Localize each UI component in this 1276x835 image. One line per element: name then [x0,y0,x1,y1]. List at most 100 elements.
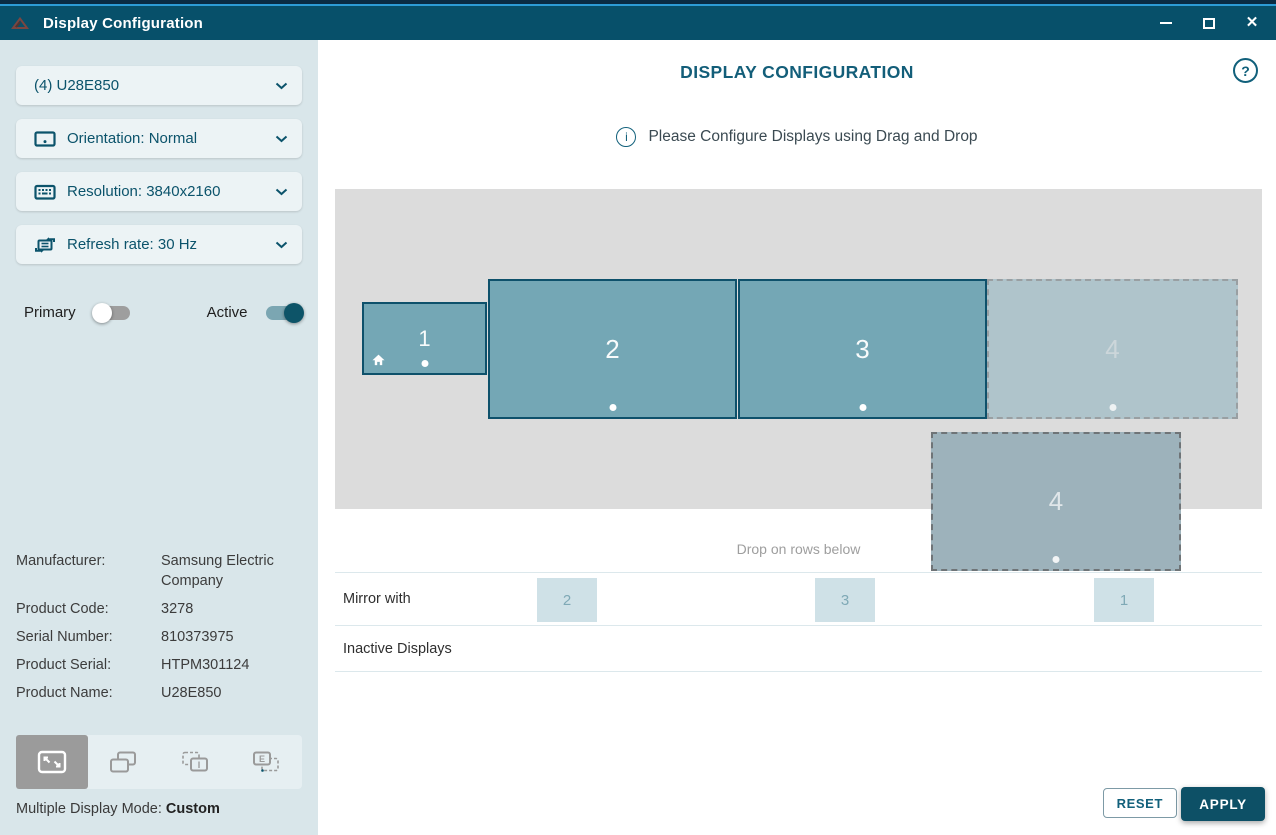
toggles-row: Primary Active [24,302,318,323]
info-label: Serial Number: [16,629,113,645]
app-logo-icon [10,15,30,31]
maximize-button[interactable] [1201,15,1217,31]
chevron-down-icon [275,188,288,196]
close-button[interactable]: ✕ [1244,15,1260,31]
extend-i-mode-button[interactable]: I [159,735,231,789]
refresh-rate-icon [34,235,56,254]
mirror-slot-2[interactable]: 2 [537,578,597,622]
mode-label: Multiple Display Mode: [16,801,166,817]
main-content: DISPLAY CONFIGURATION ? i Please Configu… [318,40,1276,835]
extend-i-mode-icon: I [180,750,210,774]
mirror-slot-3[interactable]: 3 [815,578,875,622]
info-value: 3278 [161,601,194,617]
monitor-select-dropdown[interactable]: (4) U28E850 [16,66,302,105]
titlebar-top-strip [0,0,1276,4]
sidebar: (4) U28E850 Orientation: Normal [0,40,318,835]
mirror-slot-number: 2 [562,591,572,609]
info-value: HTPM301124 [161,657,250,673]
display-anchor-dot [859,404,866,411]
display-3-number: 3 [855,333,870,364]
display-3[interactable]: 3 [738,279,987,419]
info-value: 810373975 [161,629,234,645]
monitor-select-label: (4) U28E850 [34,77,120,94]
titlebar-accent-line [0,4,1276,6]
mirror-slot-number: 1 [1119,591,1129,609]
info-label: Product Serial: [16,657,112,673]
selector-group: (4) U28E850 Orientation: Normal [0,40,318,278]
help-button[interactable]: ? [1233,58,1258,83]
refresh-rate-dropdown[interactable]: Refresh rate: 30 Hz [16,225,302,264]
sidebar-spacer [0,321,318,551]
chevron-down-icon [275,82,288,90]
instruction-row: i Please Configure Displays using Drag a… [318,127,1276,147]
clone-mode-icon [108,750,138,774]
orientation-dropdown[interactable]: Orientation: Normal [16,119,302,158]
mode-value: Custom [165,801,220,817]
maximize-icon [1203,17,1215,29]
info-value: Samsung Electric Company [161,553,274,589]
active-toggle-knob [283,302,304,323]
display-arrangement-canvas[interactable]: 1 2 3 4 4 [335,189,1262,571]
chevron-down-icon [275,241,288,249]
info-row-product-name: Product Name: U28E850 [16,683,302,703]
custom-mode-icon [37,750,67,774]
svg-text:E: E [259,754,265,764]
info-label: Product Code: [16,601,109,617]
display-2-number: 2 [605,333,620,364]
minimize-icon [1160,22,1172,24]
multiple-display-mode-line: Multiple Display Mode: Custom [16,801,302,817]
resolution-icon [34,182,56,201]
info-value: U28E850 [161,685,222,701]
mirror-slot-number: 3 [840,591,850,609]
minimize-button[interactable] [1158,15,1174,31]
info-label: Product Name: [16,685,113,701]
display-4-placeholder[interactable]: 4 [987,279,1238,419]
home-icon [371,353,386,366]
display-anchor-dot [609,404,616,411]
display-anchor-dot [1109,404,1116,411]
display-anchor-dot [421,360,428,367]
display-mode-button-group: I E [16,735,302,789]
display-4-number: 4 [1048,486,1064,516]
instruction-text: Please Configure Displays using Drag and… [648,128,978,145]
active-toggle-label: Active [206,304,248,321]
info-label: Manufacturer: [16,553,106,569]
info-row-manufacturer: Manufacturer: Samsung Electric Company [16,551,302,591]
device-info-panel: Manufacturer: Samsung Electric Company P… [0,551,318,711]
mirror-with-row[interactable]: Mirror with 2 3 1 [335,572,1262,625]
custom-mode-button[interactable] [16,735,88,789]
mirror-with-label: Mirror with [343,591,411,607]
active-toggle[interactable] [265,302,304,323]
primary-toggle-label: Primary [24,304,76,321]
display-4-dragging[interactable]: 4 [931,432,1181,571]
primary-toggle-knob [91,302,112,323]
clone-mode-button[interactable] [88,735,160,789]
help-icon: ? [1241,62,1250,79]
drop-hint-text: Drop on rows below [736,541,861,557]
reset-button[interactable]: RESET [1102,788,1177,818]
display-1[interactable]: 1 [362,302,487,375]
inactive-displays-label: Inactive Displays [343,640,452,657]
resolution-dropdown[interactable]: Resolution: 3840x2160 [16,172,302,211]
info-row-serial-number: Serial Number: 810373975 [16,627,302,647]
refresh-rate-label: Refresh rate: 30 Hz [67,236,198,253]
primary-toggle[interactable] [91,302,130,323]
extend-e-mode-button[interactable]: E [231,735,303,789]
title-bar: Display Configuration ✕ [0,0,1276,40]
display-1-number: 1 [418,325,431,351]
apply-button[interactable]: APPLY [1181,787,1265,821]
extend-e-mode-icon: E [251,750,281,774]
info-icon: i [616,127,637,147]
page-title: DISPLAY CONFIGURATION [680,62,914,82]
display-2[interactable]: 2 [488,279,737,419]
display-4-number: 4 [1105,333,1120,364]
window-controls: ✕ [1158,15,1276,31]
info-row-product-code: Product Code: 3278 [16,599,302,619]
mirror-slot-1[interactable]: 1 [1094,578,1154,622]
monitor-icon [34,129,56,148]
orientation-label: Orientation: Normal [67,130,198,147]
resolution-label: Resolution: 3840x2160 [67,183,221,200]
svg-text:I: I [197,760,200,770]
info-row-product-serial: Product Serial: HTPM301124 [16,655,302,675]
inactive-displays-row[interactable]: Inactive Displays [335,625,1262,672]
